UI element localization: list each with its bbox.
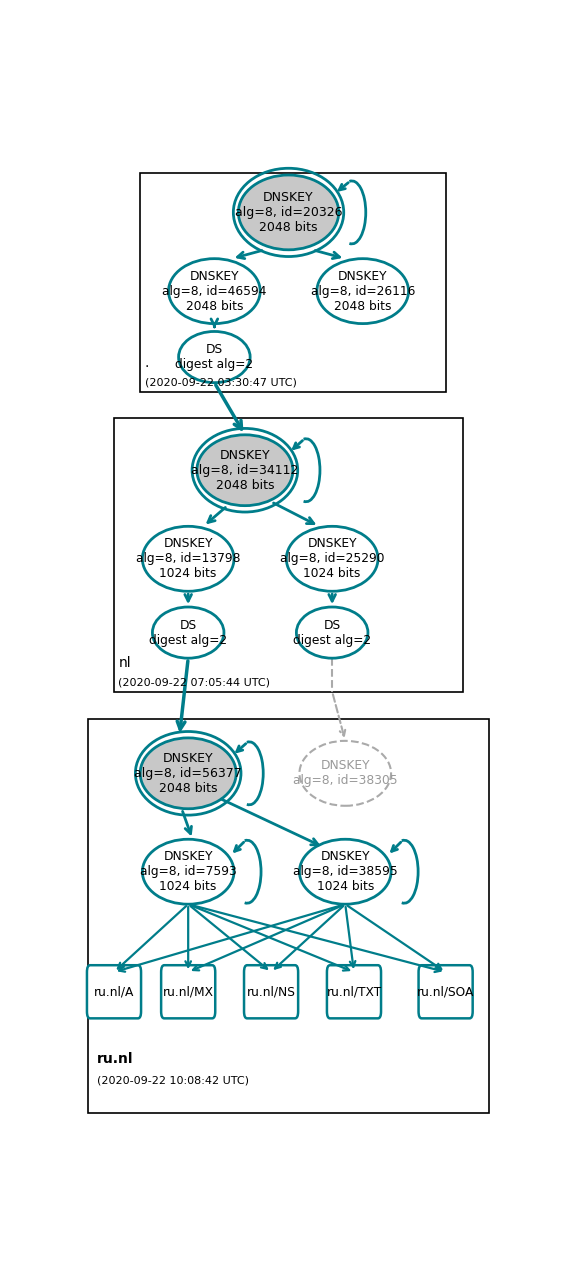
Ellipse shape xyxy=(300,840,391,905)
Ellipse shape xyxy=(142,527,234,592)
Text: DNSKEY
alg=8, id=34112
2048 bits: DNSKEY alg=8, id=34112 2048 bits xyxy=(191,449,298,492)
FancyBboxPatch shape xyxy=(87,965,141,1019)
Ellipse shape xyxy=(287,527,378,592)
Text: DNSKEY
alg=8, id=25290
1024 bits: DNSKEY alg=8, id=25290 1024 bits xyxy=(280,537,385,580)
Text: ru.nl/SOA: ru.nl/SOA xyxy=(417,985,474,998)
Ellipse shape xyxy=(168,258,260,323)
Text: DS
digest alg=2: DS digest alg=2 xyxy=(175,343,253,371)
Text: DNSKEY
alg=8, id=46594
2048 bits: DNSKEY alg=8, id=46594 2048 bits xyxy=(162,270,267,313)
Ellipse shape xyxy=(153,607,224,658)
Text: .: . xyxy=(145,355,149,369)
Ellipse shape xyxy=(178,331,250,382)
Ellipse shape xyxy=(317,258,409,323)
Text: DNSKEY
alg=8, id=56377
2048 bits: DNSKEY alg=8, id=56377 2048 bits xyxy=(135,751,242,795)
Text: ru.nl: ru.nl xyxy=(97,1052,133,1066)
Text: DS
digest alg=2: DS digest alg=2 xyxy=(149,619,227,647)
Text: ru.nl/NS: ru.nl/NS xyxy=(247,985,296,998)
Bar xyxy=(114,418,463,691)
Text: (2020-09-22 03:30:47 UTC): (2020-09-22 03:30:47 UTC) xyxy=(145,377,297,387)
Bar xyxy=(140,173,446,391)
Ellipse shape xyxy=(300,741,391,806)
Ellipse shape xyxy=(197,435,293,506)
Text: DNSKEY
alg=8, id=38595
1024 bits: DNSKEY alg=8, id=38595 1024 bits xyxy=(293,850,397,893)
Ellipse shape xyxy=(296,607,368,658)
FancyBboxPatch shape xyxy=(244,965,298,1019)
FancyBboxPatch shape xyxy=(161,965,215,1019)
Text: nl: nl xyxy=(118,656,131,670)
Bar xyxy=(88,720,489,1113)
Text: (2020-09-22 07:05:44 UTC): (2020-09-22 07:05:44 UTC) xyxy=(118,677,270,688)
Text: DNSKEY
alg=8, id=26116
2048 bits: DNSKEY alg=8, id=26116 2048 bits xyxy=(311,270,415,313)
FancyBboxPatch shape xyxy=(327,965,381,1019)
FancyBboxPatch shape xyxy=(418,965,473,1019)
Text: ru.nl/TXT: ru.nl/TXT xyxy=(327,985,382,998)
Ellipse shape xyxy=(238,175,339,249)
Text: DNSKEY
alg=8, id=7593
1024 bits: DNSKEY alg=8, id=7593 1024 bits xyxy=(140,850,236,893)
Text: ru.nl/A: ru.nl/A xyxy=(94,985,134,998)
Text: DNSKEY
alg=8, id=20326
2048 bits: DNSKEY alg=8, id=20326 2048 bits xyxy=(235,190,342,234)
Text: DNSKEY
alg=8, id=38305: DNSKEY alg=8, id=38305 xyxy=(293,759,397,787)
Ellipse shape xyxy=(142,840,234,905)
Text: (2020-09-22 10:08:42 UTC): (2020-09-22 10:08:42 UTC) xyxy=(97,1075,248,1085)
Text: ru.nl/MX: ru.nl/MX xyxy=(163,985,214,998)
Ellipse shape xyxy=(140,737,236,809)
Text: DS
digest alg=2: DS digest alg=2 xyxy=(293,619,371,647)
Text: DNSKEY
alg=8, id=13798
1024 bits: DNSKEY alg=8, id=13798 1024 bits xyxy=(136,537,240,580)
